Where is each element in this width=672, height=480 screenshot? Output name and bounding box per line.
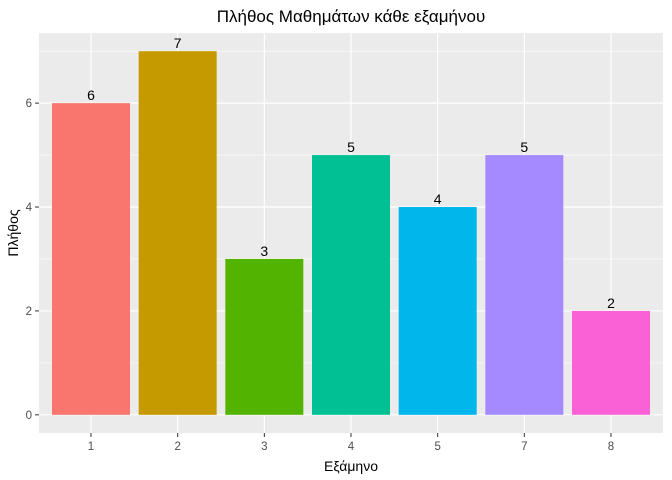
bar-8 [572,310,650,415]
y-axis-label: Πλήθος [5,209,21,256]
x-tick-label: 7 [521,441,527,453]
x-axis-label: Εξάμηνο [324,458,378,474]
bar-2 [138,51,217,415]
data-label-3: 3 [260,243,268,259]
y-tick-label: 6 [26,98,32,110]
data-labels: 6 7 3 5 4 5 2 [87,35,615,311]
y-tick-label: 0 [26,410,32,422]
bar-3 [225,258,304,415]
bar-4 [312,155,390,415]
y-axis: 0 2 4 6 [26,98,39,422]
data-label-1: 6 [87,87,95,103]
bar-7 [485,155,564,415]
data-label-7: 5 [520,139,528,155]
chart-title: Πλήθος Μαθημάτων κάθε εξαμήνου [217,7,486,26]
data-label-4: 5 [347,139,355,155]
bar-1 [52,103,130,415]
bars [52,51,650,415]
x-tick-label: 4 [348,441,355,453]
x-tick-label: 8 [608,441,614,453]
x-tick-label: 1 [88,441,94,453]
x-axis: 1 2 3 4 5 7 8 [88,433,614,453]
bar-5 [398,207,477,415]
x-tick-label: 3 [261,441,267,453]
y-tick-label: 2 [26,306,32,318]
x-tick-label: 5 [434,441,440,453]
data-label-5: 4 [434,191,442,207]
x-tick-label: 2 [174,441,180,453]
data-label-2: 7 [174,35,182,51]
y-tick-label: 4 [26,202,33,214]
data-label-8: 2 [607,295,615,311]
